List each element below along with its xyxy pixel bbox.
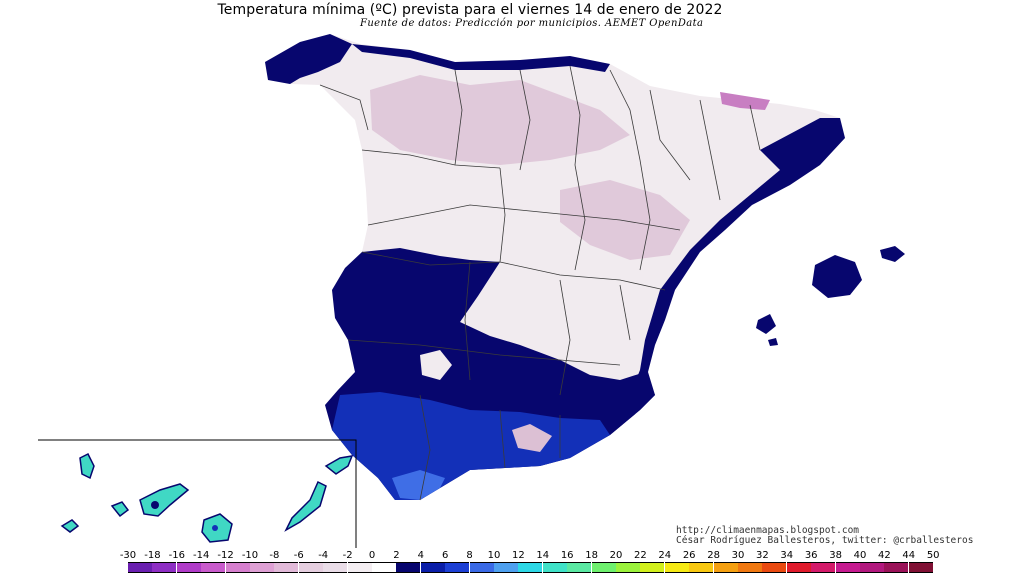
colorbar-label: -8 <box>269 550 280 561</box>
colorbar-label: 0 <box>368 550 376 561</box>
temperature-map <box>38 34 905 548</box>
gran-canaria-summit <box>212 525 218 531</box>
colorbar-swatch <box>274 562 299 573</box>
colorbar-swatch <box>176 562 201 573</box>
lanzarote <box>324 455 354 475</box>
colorbar-label: 12 <box>512 550 525 561</box>
province-borders <box>319 65 761 501</box>
colorbar-swatch <box>713 562 738 573</box>
colorbar-swatch <box>201 562 226 573</box>
colorbar-label: -14 <box>193 550 210 561</box>
colorbar-label: 24 <box>658 550 672 561</box>
colorbar-swatch <box>811 562 836 573</box>
colorbar-swatch <box>372 562 396 573</box>
pyrenees-frost <box>720 92 770 110</box>
colorbar-label: 38 <box>829 550 842 561</box>
colorbar-label: 14 <box>536 550 550 561</box>
colorbar-swatch <box>567 562 592 573</box>
colorbar-swatch <box>445 562 470 573</box>
colorbar-swatch <box>518 562 543 573</box>
colorbar-label: 22 <box>634 550 647 561</box>
andalusia-warm <box>332 392 610 500</box>
colorbar-swatch <box>298 562 323 573</box>
colorbar-swatch <box>542 562 567 573</box>
el-hierro <box>60 519 80 533</box>
colorbar-label: -6 <box>293 550 304 561</box>
colorbar-label: 8 <box>466 550 473 561</box>
colorbar-label: 40 <box>853 550 867 561</box>
colorbar-swatch <box>128 562 152 573</box>
credits-author: César Rodríguez Ballesteros, twitter: @c… <box>676 535 974 546</box>
colorbar-label: 28 <box>707 550 720 561</box>
la-gomera <box>110 501 130 518</box>
fuerteventura <box>284 480 327 532</box>
menorca <box>880 246 905 262</box>
malaga-coast <box>392 470 445 500</box>
colorbar-label: -12 <box>217 550 234 561</box>
colorbar-label: 44 <box>902 550 916 561</box>
sierra-nevada <box>512 424 552 452</box>
colorbar-swatch <box>616 562 640 573</box>
formentera <box>768 338 778 346</box>
teide-peak <box>151 501 159 509</box>
colorbar-swatch <box>884 562 909 573</box>
colorbar-label: -30 <box>119 550 137 561</box>
colorbar-label: 50 <box>926 550 940 561</box>
colorbar-swatch <box>786 562 811 573</box>
colorbar-swatch <box>664 562 689 573</box>
colorbar-swatch <box>689 562 714 573</box>
colorbar-swatch <box>591 562 616 573</box>
colorbar-swatch <box>323 562 348 573</box>
colorbar-swatch <box>640 562 665 573</box>
colorbar-label: 16 <box>560 550 574 561</box>
colorbar-swatch <box>152 562 177 573</box>
cantabric-coast <box>352 44 610 72</box>
colorbar-label: 6 <box>442 550 449 561</box>
credits-url: http://climaenmapas.blogspot.com <box>676 525 860 536</box>
colorbar-swatch <box>835 562 860 573</box>
colorbar-label: 34 <box>780 550 794 561</box>
colorbar-swatch <box>420 562 445 573</box>
colorbar-label: 20 <box>609 550 623 561</box>
ibiza <box>756 314 776 334</box>
colorbar-swatch <box>347 562 372 573</box>
colorbar-swatch <box>469 562 494 573</box>
colorbar-swatch <box>250 562 274 573</box>
colorbar-swatch <box>494 562 518 573</box>
map-subtitle: Fuente de datos: Predicción por municipi… <box>360 18 704 29</box>
colorbar-label: -4 <box>318 550 329 561</box>
colorbar-label: 42 <box>878 550 891 561</box>
colorbar-label: 32 <box>756 550 769 561</box>
colorbar-label: 36 <box>804 550 818 561</box>
colorbar-label: -2 <box>342 550 353 561</box>
northern-plateau-frost <box>370 75 630 165</box>
colorbar-label: 2 <box>393 550 400 561</box>
colorbar-label: 10 <box>487 550 501 561</box>
colorbar-swatch <box>908 562 933 573</box>
colorbar-label: -10 <box>241 550 259 561</box>
colorbar-swatch <box>762 562 787 573</box>
mallorca <box>812 255 862 298</box>
colorbar-swatch <box>225 562 250 573</box>
colorbar-label: -16 <box>168 550 185 561</box>
credits: http://climaenmapas.blogspot.com César R… <box>676 526 973 546</box>
colorbar-swatch <box>738 562 762 573</box>
colorbar-swatch <box>396 562 421 573</box>
la-palma <box>79 452 95 480</box>
colorbar-label: 26 <box>682 550 696 561</box>
colorbar-label: -18 <box>144 550 161 561</box>
canary-inset-frame <box>38 439 357 548</box>
colorbar-swatch <box>860 562 884 573</box>
colorbar-label: 4 <box>417 550 424 561</box>
colorbar-label: 18 <box>585 550 598 561</box>
galicia-coast <box>265 34 352 84</box>
guadalquivir-cold-patch <box>420 350 452 380</box>
tenerife <box>139 483 190 517</box>
iberian-system-frost <box>560 180 690 260</box>
map-title: Temperatura mínima (ºC) prevista para el… <box>217 2 723 18</box>
colorbar-label: 30 <box>731 550 745 561</box>
